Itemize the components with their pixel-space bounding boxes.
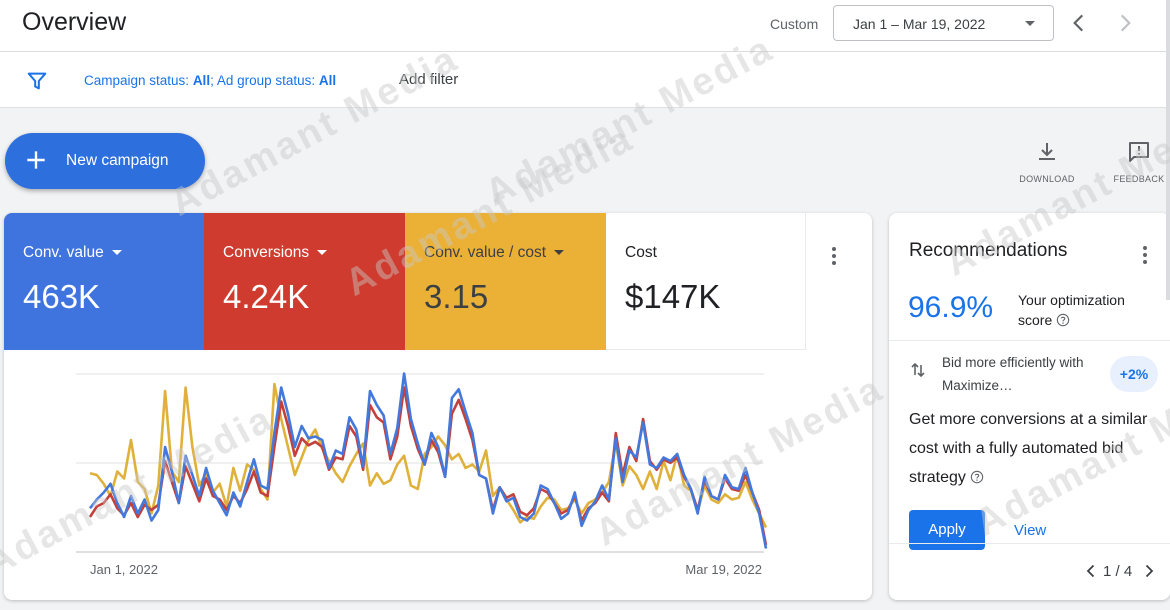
- metric-label: Conv. value: [23, 244, 104, 261]
- download-icon: [1039, 143, 1055, 160]
- metric-tile-conv-value-per-cost[interactable]: Conv. value / cost 3.15: [405, 213, 606, 350]
- ad-group-status-value: All: [318, 73, 337, 88]
- previous-period-button[interactable]: [1066, 10, 1092, 36]
- apply-button[interactable]: Apply: [909, 510, 985, 550]
- top-bar: Overview Custom Jan 1 – Mar 19, 2022: [0, 0, 1170, 52]
- caret-down-icon: [554, 250, 565, 256]
- active-filters[interactable]: Campaign status: All; Ad group status: A…: [84, 73, 336, 88]
- metric-label: Conversions: [223, 244, 310, 261]
- more-vert-icon[interactable]: [822, 244, 846, 268]
- add-filter-button[interactable]: Add filter: [399, 71, 459, 88]
- ad-group-status-label: Ad group status:: [216, 73, 319, 88]
- view-link[interactable]: View: [1014, 522, 1047, 539]
- download-label: DOWNLOAD: [1019, 174, 1075, 184]
- performance-line-chart: Jan 1, 2022 Mar 19, 2022: [76, 372, 768, 577]
- help-icon[interactable]: [970, 470, 984, 484]
- caret-down-icon: [317, 250, 328, 256]
- filter-icon[interactable]: [26, 70, 48, 92]
- bid-strategy-icon: [911, 362, 925, 378]
- metric-value: 3.15: [424, 278, 489, 315]
- page-title: Overview: [22, 8, 127, 36]
- recommendations-card: Recommendations 96.9% Your optimization …: [889, 213, 1170, 600]
- campaign-status-label: Campaign status:: [84, 73, 193, 88]
- new-campaign-label: New campaign: [66, 152, 169, 169]
- filter-separator: ;: [210, 73, 217, 88]
- optimization-score: 96.9%: [908, 291, 994, 324]
- recommendations-title: Recommendations: [909, 240, 1068, 261]
- performance-card: Conv. value 463K Conversions 4.24K Conv.…: [4, 213, 872, 600]
- scrollbar[interactable]: [1166, 0, 1170, 300]
- metric-tile-conv-value[interactable]: Conv. value 463K: [4, 213, 204, 350]
- x-axis-end-label: Mar 19, 2022: [685, 562, 762, 577]
- chevron-left-icon[interactable]: [1083, 563, 1099, 579]
- metric-label-wrap: Conversions: [223, 244, 328, 262]
- date-range-type-label: Custom: [770, 16, 819, 32]
- optimization-score-label-wrap: Your optimization score: [1018, 290, 1158, 330]
- divider: [889, 543, 1170, 544]
- series-group: [88, 372, 768, 549]
- metric-value: 4.24K: [223, 278, 310, 315]
- metric-value: 463K: [23, 278, 101, 315]
- series-line: [88, 372, 768, 549]
- metric-label-wrap: Conv. value / cost: [424, 244, 565, 262]
- feedback-icon: [1129, 142, 1149, 162]
- metric-value: $147K: [625, 278, 721, 315]
- help-icon[interactable]: [1056, 313, 1070, 327]
- date-range-selector[interactable]: Jan 1 – Mar 19, 2022: [833, 5, 1054, 41]
- plus-icon: [27, 151, 45, 169]
- feedback-label: FEEDBACK: [1113, 174, 1165, 184]
- score-uplift-badge: +2%: [1110, 356, 1158, 392]
- caret-down-icon: [111, 250, 122, 256]
- divider: [889, 340, 1170, 341]
- metric-label: Conv. value / cost: [424, 244, 547, 261]
- recommendation-body-wrap: Get more conversions at a similar cost w…: [909, 405, 1149, 492]
- feedback-button[interactable]: FEEDBACK: [1104, 140, 1170, 188]
- metric-tile-cost[interactable]: Cost $147K: [606, 213, 806, 350]
- date-range-value: Jan 1 – Mar 19, 2022: [853, 16, 986, 32]
- metric-label: Cost: [625, 244, 657, 261]
- recommendation-body: Get more conversions at a similar cost w…: [909, 411, 1148, 486]
- filter-bar: Campaign status: All; Ad group status: A…: [0, 52, 1170, 108]
- x-axis-start-label: Jan 1, 2022: [90, 562, 158, 577]
- chevron-right-icon[interactable]: [1141, 563, 1157, 579]
- recommendation-pager: 1 / 4: [1103, 563, 1133, 580]
- recommendation-title: Bid more efficiently with Maximize…: [942, 355, 1084, 393]
- campaign-status-value: All: [192, 73, 211, 88]
- more-vert-icon[interactable]: [1133, 243, 1157, 267]
- metric-label-wrap: Conv. value: [23, 244, 122, 262]
- optimization-score-label: Your optimization score: [1018, 292, 1125, 328]
- download-button[interactable]: DOWNLOAD: [1012, 140, 1082, 188]
- chevron-down-icon: [1025, 21, 1035, 26]
- new-campaign-button[interactable]: New campaign: [5, 133, 205, 189]
- metric-tile-conversions[interactable]: Conversions 4.24K: [204, 213, 405, 350]
- next-period-button[interactable]: [1112, 10, 1138, 36]
